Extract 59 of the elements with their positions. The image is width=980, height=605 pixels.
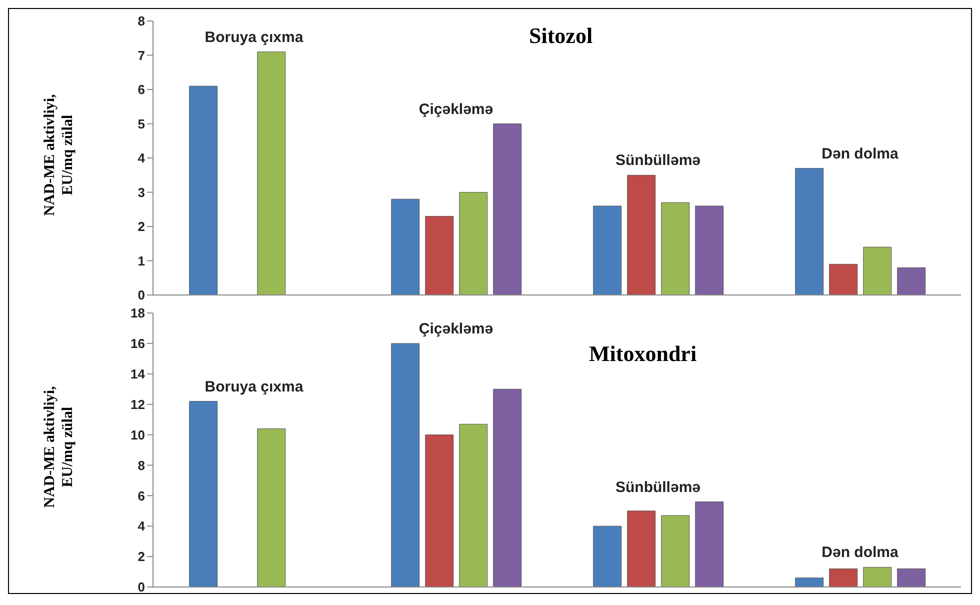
bar xyxy=(829,568,858,587)
text: Mitoxondri xyxy=(589,341,697,367)
bar xyxy=(425,434,454,587)
y-tick-label: 18 xyxy=(130,306,145,321)
y-tick-label: 5 xyxy=(138,116,145,132)
bar xyxy=(661,202,690,295)
bar xyxy=(863,566,892,587)
bar xyxy=(695,502,724,587)
bar xyxy=(391,198,420,295)
y-tick-label: 3 xyxy=(138,184,145,200)
bar xyxy=(627,174,656,295)
y-tick-label: 1 xyxy=(138,253,145,268)
y-tick-label: 7 xyxy=(138,48,145,63)
y-tick-label: 0 xyxy=(138,288,145,303)
x-tick-label: Dən dolma xyxy=(822,544,899,562)
bar xyxy=(661,515,690,587)
bar xyxy=(627,510,656,587)
bar xyxy=(829,264,858,295)
x-tick-label: Çiçəkləmə xyxy=(418,320,494,338)
bar xyxy=(897,568,926,587)
y-tick-label: 12 xyxy=(130,396,145,412)
y-tick-label: 4 xyxy=(138,150,146,166)
y-tick-label: 2 xyxy=(138,219,145,234)
y-tick-label: 16 xyxy=(130,336,145,352)
y-tick-label: 6 xyxy=(138,82,145,98)
x-tick-label: Sünbülləmə xyxy=(615,152,701,170)
bar xyxy=(897,267,926,295)
chart-title: Sitozol xyxy=(529,23,593,49)
bar xyxy=(391,343,420,587)
bar xyxy=(593,526,622,587)
bar xyxy=(795,168,824,295)
y-tick-label: 4 xyxy=(138,518,146,534)
bar xyxy=(795,578,824,587)
y-tick-label: 6 xyxy=(138,488,145,504)
bar xyxy=(189,86,218,295)
y-tick-label: 10 xyxy=(130,427,145,442)
bar xyxy=(459,192,488,295)
x-tick-label: Sünbülləmə xyxy=(615,478,701,496)
x-tick-label: Boruya çıxma xyxy=(204,378,304,396)
y-axis-title: NAD-ME aktivliyi, EU/mq zülal xyxy=(41,93,77,218)
bar xyxy=(593,206,622,295)
y-tick-label: 8 xyxy=(138,458,145,473)
x-tick-label: Dən dolma xyxy=(822,145,899,162)
x-tick-label: Çiçəkləmə xyxy=(418,100,494,118)
bar xyxy=(459,424,488,587)
bar xyxy=(257,428,286,587)
bar xyxy=(257,52,286,295)
x-tick-label: Boruya çıxma xyxy=(204,28,304,46)
bar xyxy=(493,124,522,295)
bar xyxy=(863,246,892,295)
bar xyxy=(425,216,454,295)
bar xyxy=(695,206,724,295)
y-tick-label: 8 xyxy=(138,14,145,29)
y-tick-label: 0 xyxy=(138,580,145,595)
bar xyxy=(493,388,522,587)
y-tick-label: 2 xyxy=(138,549,145,564)
y-tick-label: 14 xyxy=(130,366,146,382)
y-axis-title: NAD-ME aktivliyi, EU/mq zülal xyxy=(41,385,77,510)
bar xyxy=(189,401,218,587)
